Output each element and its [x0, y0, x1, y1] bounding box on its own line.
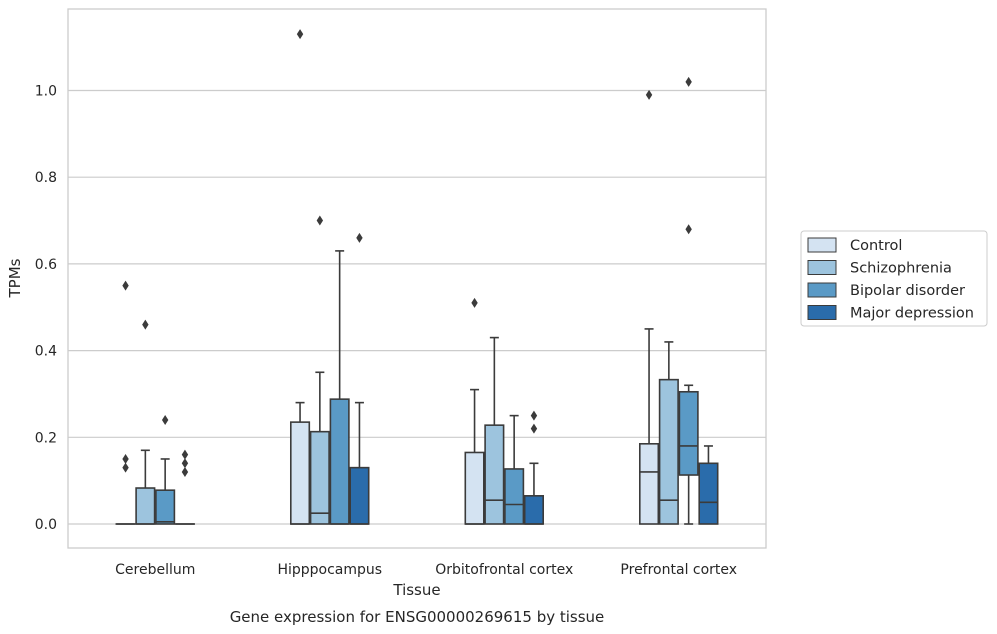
legend: Control Schizophrenia Bipolar disorder Majo… — [800, 230, 988, 327]
x-axis-title: Tissue — [392, 581, 440, 599]
outlier-point — [530, 410, 538, 421]
iqr-box — [523, 495, 545, 525]
iqr-box — [155, 489, 176, 525]
legend-label: Bipolar disorder — [850, 283, 965, 299]
box-major-depression — [523, 410, 545, 525]
iqr-box — [289, 421, 311, 525]
outlier-point — [122, 462, 129, 473]
x-tick-labels: Cerebellum Hipppocampus Orbitofrontal cort… — [115, 562, 737, 578]
box-bipolar-disorder — [155, 414, 176, 525]
iqr-box — [329, 398, 350, 525]
outlier-point — [645, 89, 653, 100]
x-tick-label: Hipppocampus — [277, 562, 382, 578]
legend-frame — [800, 230, 988, 327]
outlier-point — [181, 466, 189, 477]
legend-label: Schizophrenia — [850, 261, 952, 277]
box-major-depression — [698, 445, 719, 525]
y-tick-label: 0.2 — [35, 430, 57, 446]
box-groups — [115, 29, 719, 525]
legend-swatch — [807, 305, 837, 320]
outlier-point — [316, 215, 324, 226]
iqr-box — [464, 451, 485, 525]
iqr-box — [349, 466, 370, 525]
box-major-depression — [174, 449, 195, 525]
y-tick-label: 1.0 — [35, 84, 57, 100]
x-tick-label: Orbitofrontal cortex — [435, 562, 573, 578]
box-bipolar-disorder — [329, 250, 350, 525]
outlier-point — [530, 423, 538, 434]
outlier-point — [471, 297, 478, 308]
legend-swatch — [807, 282, 837, 298]
iqr-box — [698, 462, 719, 525]
box-schizophrenia — [658, 341, 679, 525]
legend-item: Schizophrenia — [807, 260, 952, 277]
iqr-box — [484, 424, 505, 525]
y-tick-labels: 0.0 0.2 0.4 0.6 0.8 1.0 — [35, 84, 57, 534]
outlier-point — [685, 76, 692, 87]
y-tick-label: 0.4 — [35, 344, 57, 360]
outlier-point — [122, 453, 129, 464]
outlier-point — [142, 319, 149, 330]
x-tick-label: Cerebellum — [115, 562, 195, 578]
legend-item: Major depression — [807, 305, 974, 322]
box-control — [638, 89, 660, 525]
plot-frame — [67, 8, 767, 549]
legend-label: Major depression — [850, 306, 974, 322]
iqr-box — [135, 487, 156, 525]
box-major-depression — [349, 232, 370, 525]
legend-item: Control — [807, 237, 902, 254]
y-tick-label: 0.8 — [35, 170, 57, 186]
box-control — [289, 29, 311, 525]
chart-caption: Gene expression for ENSG00000269615 by t… — [230, 608, 605, 626]
outlier-point — [181, 458, 189, 469]
box-control — [464, 297, 485, 525]
box-schizophrenia — [484, 336, 505, 525]
iqr-box — [504, 468, 525, 525]
legend-item: Bipolar disorder — [807, 282, 965, 299]
outlier-point — [181, 449, 189, 460]
box-bipolar-disorder — [678, 76, 699, 525]
x-tick-label: Prefrontal cortex — [620, 562, 737, 578]
outlier-point — [296, 29, 304, 40]
legend-label: Control — [850, 238, 902, 254]
box-schizophrenia — [135, 319, 156, 525]
iqr-box — [638, 443, 660, 525]
y-axis-title: TPMs — [6, 258, 24, 298]
box-schizophrenia — [309, 215, 330, 525]
y-tick-label: 0.6 — [35, 257, 57, 273]
legend-swatch — [807, 237, 837, 253]
box-bipolar-disorder — [504, 414, 525, 525]
outlier-point — [356, 232, 363, 243]
outlier-point — [122, 280, 129, 291]
outlier-point — [685, 224, 692, 235]
y-tick-label: 0.0 — [35, 517, 57, 533]
iqr-box — [309, 430, 330, 525]
iqr-box — [658, 378, 679, 525]
iqr-box — [678, 390, 699, 476]
legend-swatch — [807, 260, 837, 275]
box-control — [115, 280, 136, 525]
outlier-point — [161, 414, 169, 425]
